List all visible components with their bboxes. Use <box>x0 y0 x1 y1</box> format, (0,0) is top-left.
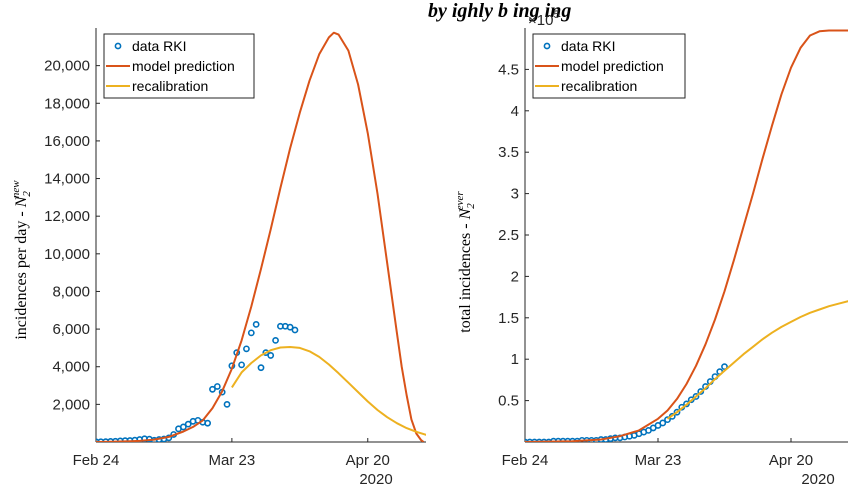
x-tick-label: Feb 24 <box>502 452 549 469</box>
data-point <box>262 349 270 357</box>
plot-area <box>96 31 426 442</box>
data-point <box>257 364 265 372</box>
legend: data RKI model prediction recalibration <box>532 33 686 99</box>
data-point <box>179 423 187 431</box>
data-point <box>692 393 700 400</box>
data-point <box>247 329 255 337</box>
y-tick-label: 8,000 <box>52 283 90 300</box>
y-tick-label: 4,000 <box>52 359 90 376</box>
y-tick-label: 2 <box>511 268 519 285</box>
y-tick-label: 4 <box>511 103 519 120</box>
chart-incidences-per-day: incidences per day - N2new 2020 2,000 4,0… <box>10 28 426 488</box>
series-line-recalibration <box>666 300 848 420</box>
y-tick-label: 4.5 <box>498 61 519 78</box>
legend-label: model prediction <box>561 58 664 74</box>
legend-label: recalibration <box>561 78 637 94</box>
exponent-label: ×105 <box>528 9 560 29</box>
y-tick-label: 16,000 <box>44 133 90 150</box>
plot-area <box>525 29 848 442</box>
data-point <box>687 396 695 404</box>
data-point <box>721 363 728 371</box>
data-point <box>223 400 231 408</box>
x-tick-label: Mar 23 <box>635 452 682 469</box>
y-tick-label: 0.5 <box>498 393 519 410</box>
data-point <box>286 323 294 331</box>
legend-label: data RKI <box>561 38 615 54</box>
year-label-right: 2020 <box>801 471 834 488</box>
y-tick-label: 10,000 <box>44 246 90 263</box>
x-tick-label: Mar 23 <box>209 452 256 469</box>
x-tick-label: Apr 20 <box>769 452 813 469</box>
legend-marker <box>543 42 551 50</box>
legend-label: recalibration <box>132 78 208 94</box>
data-point <box>252 320 260 328</box>
data-point <box>267 352 275 359</box>
legend-marker <box>114 42 122 50</box>
legend-label: model prediction <box>132 58 235 74</box>
data-point <box>673 408 681 416</box>
series-line-recalibration <box>231 346 426 436</box>
series-line-model-prediction <box>525 29 848 442</box>
series-line-model-prediction <box>96 31 425 442</box>
y-tick-label: 20,000 <box>44 58 90 75</box>
data-point <box>243 345 250 353</box>
y-axis-label-right: total incidences - N2ever <box>454 191 477 333</box>
data-point <box>272 336 279 344</box>
data-point <box>291 326 299 334</box>
data-point <box>659 419 667 427</box>
top-title-fragment: by ighly b ing ing <box>428 0 571 22</box>
data-point <box>204 419 212 427</box>
x-tick-label: Apr 20 <box>346 452 390 469</box>
data-point <box>238 361 245 369</box>
y-tick-label: 2.5 <box>498 227 519 244</box>
y-tick-label: 3.5 <box>498 144 519 161</box>
data-point <box>213 383 221 390</box>
y-tick-label: 1 <box>511 351 519 368</box>
y-tick-label: 1.5 <box>498 310 519 327</box>
y-tick-label: 3 <box>511 186 519 203</box>
legend-label: data RKI <box>132 38 186 54</box>
x-tick-label: Feb 24 <box>73 452 120 469</box>
y-tick-label: 14,000 <box>44 171 90 188</box>
y-tick-label: 6,000 <box>52 321 90 338</box>
year-label-left: 2020 <box>359 471 392 488</box>
y-tick-label: 18,000 <box>44 95 90 112</box>
legend: data RKI model prediction recalibration <box>103 33 255 99</box>
y-tick-label: 12,000 <box>44 208 90 225</box>
data-point <box>184 420 192 428</box>
chart-total-incidences: total incidences - N2ever ×105 2020 0.5 1… <box>454 9 848 488</box>
data-point <box>209 385 216 393</box>
data-point <box>697 388 705 395</box>
y-tick-label: 2,000 <box>52 396 90 413</box>
y-axis-label-left: incidences per day - N2new <box>10 180 33 340</box>
data-point <box>683 400 690 408</box>
data-point <box>664 416 671 424</box>
